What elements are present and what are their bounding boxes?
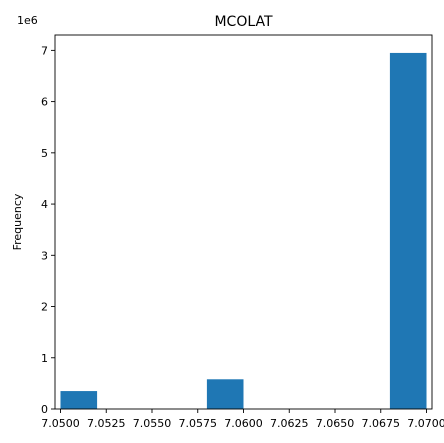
x-tick-label: 7.0675 bbox=[362, 417, 401, 430]
y-tick-label: 7 bbox=[41, 44, 48, 57]
x-tick-label: 7.0500 bbox=[41, 417, 80, 430]
x-tick-label: 7.0575 bbox=[178, 417, 217, 430]
x-tick-label: 7.0700 bbox=[407, 417, 444, 430]
y-axis-label: Frequency bbox=[11, 193, 24, 250]
x-tick-label: 7.0525 bbox=[87, 417, 126, 430]
histogram-bar-9 bbox=[389, 52, 427, 409]
chart-title: MCOLAT bbox=[214, 14, 272, 30]
y-tick-label: 5 bbox=[41, 147, 48, 160]
y-tick-label: 0 bbox=[41, 403, 48, 416]
y-tick-label: 1 bbox=[41, 352, 48, 365]
y-tick-label: 6 bbox=[41, 96, 48, 109]
x-tick-label: 7.0650 bbox=[316, 417, 355, 430]
y-ticks-group: 0 1 2 3 4 5 6 7 bbox=[41, 44, 55, 416]
bars-group bbox=[60, 52, 427, 409]
plot-frame bbox=[54, 34, 433, 410]
x-tick-label: 7.0625 bbox=[270, 417, 309, 430]
histogram-bar-0 bbox=[60, 391, 98, 409]
x-ticks-group: 7.0500 7.0525 7.0550 7.0575 7.0600 7.0625 7.06… bbox=[41, 409, 444, 430]
y-tick-label: 2 bbox=[41, 301, 48, 314]
x-tick-label: 7.0550 bbox=[133, 417, 172, 430]
y-tick-label: 4 bbox=[41, 198, 48, 211]
histogram-bar-4 bbox=[206, 379, 244, 409]
y-tick-label: 3 bbox=[41, 249, 48, 262]
y-offset-label: 1e6 bbox=[17, 14, 38, 27]
x-tick-label: 7.0600 bbox=[224, 417, 263, 430]
